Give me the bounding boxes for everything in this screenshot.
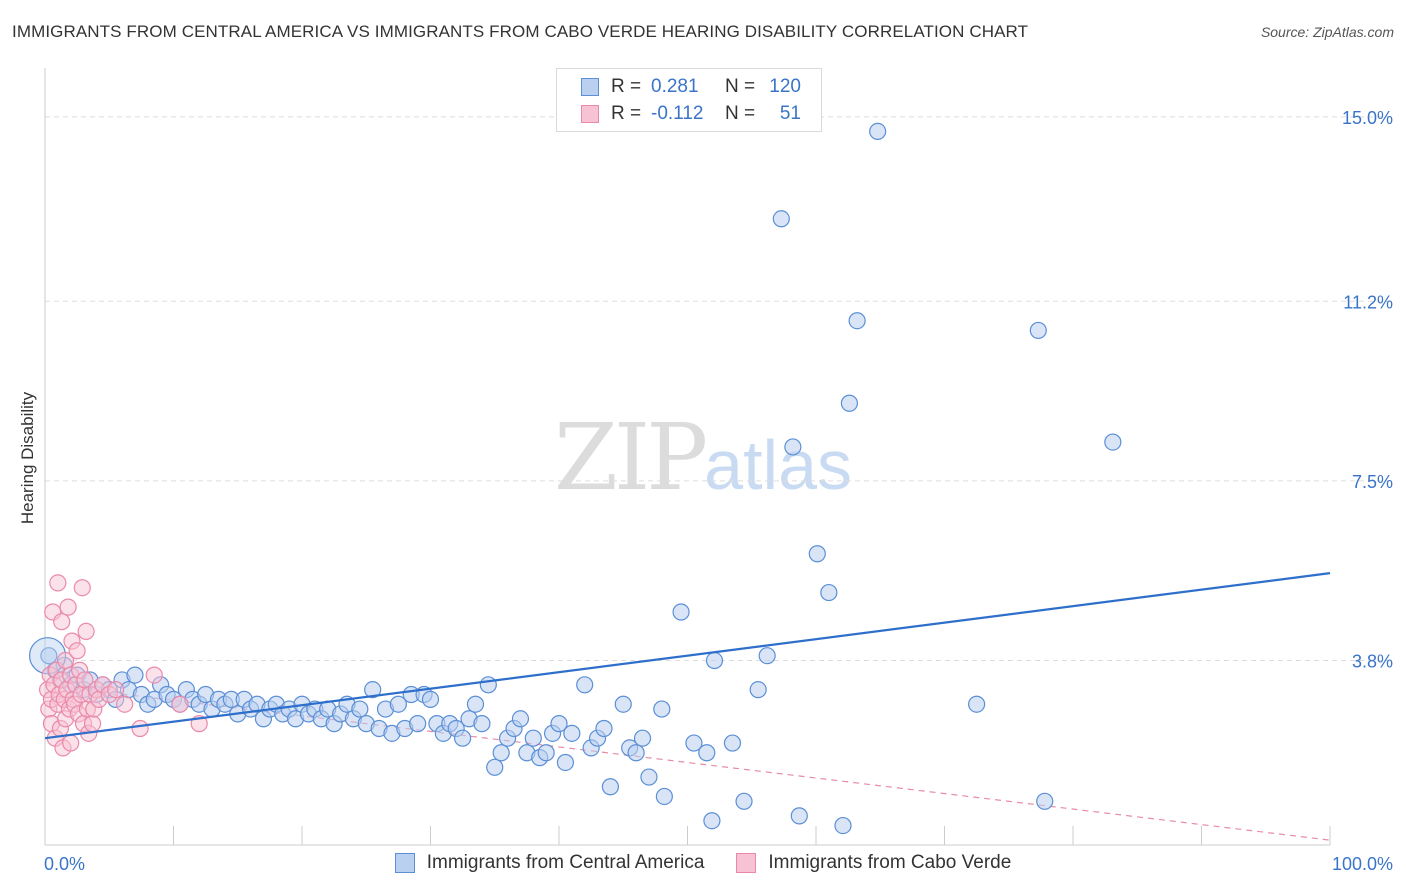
watermark: ZIPatlas (554, 404, 852, 511)
point-central-america (409, 715, 427, 733)
point-central-america (749, 681, 767, 699)
point-central-america (633, 729, 652, 747)
point-central-america (698, 744, 716, 762)
point-central-america (685, 734, 703, 752)
point-central-america (772, 210, 790, 228)
point-central-america (601, 778, 620, 796)
legend-n-label: N = (725, 103, 756, 124)
trend-line-cabo-verde (44, 684, 1331, 841)
point-cabo-verde (59, 598, 77, 616)
point-central-america (421, 690, 440, 708)
point-central-america (705, 651, 724, 670)
point-central-america (758, 647, 776, 665)
legend-row-cabo-verde: R = -0.112 N = 51 (581, 101, 801, 127)
legend-row-central-america: R = 0.281 N = 120 (581, 74, 801, 100)
legend-item-central-america[interactable]: Immigrants from Central America (394, 852, 705, 874)
point-central-america (1036, 792, 1054, 810)
point-central-america (869, 122, 887, 140)
watermark-zip: ZIP (554, 404, 708, 511)
point-central-america (968, 695, 986, 713)
legend-n-label: N = (725, 76, 756, 97)
point-cabo-verde (145, 666, 163, 684)
point-central-america (364, 681, 382, 699)
point-central-america (492, 744, 510, 762)
point-central-america (563, 724, 581, 742)
legend-swatch-pink (736, 853, 757, 873)
point-central-america (550, 715, 568, 733)
legend-r-value: -0.112 (651, 103, 704, 124)
point-central-america (627, 744, 645, 762)
point-central-america (524, 729, 542, 747)
point-cabo-verde (49, 574, 67, 592)
point-cabo-verde (68, 642, 86, 660)
point-central-america (790, 807, 808, 825)
series-legend: Immigrants from Central America Immigran… (0, 852, 1406, 874)
point-central-america (537, 744, 555, 762)
point-cabo-verde (73, 579, 91, 597)
legend-swatch-blue (581, 78, 599, 96)
point-central-america (473, 715, 491, 733)
point-central-america (723, 734, 742, 752)
point-central-america (653, 700, 671, 718)
point-cabo-verde (171, 695, 189, 713)
point-central-america (389, 695, 407, 713)
y-tick-label: 15.0% (1342, 108, 1393, 128)
chart-title: IMMIGRANTS FROM CENTRAL AMERICA VS IMMIG… (12, 22, 1029, 41)
point-central-america (1029, 321, 1047, 340)
point-central-america (595, 719, 613, 738)
y-axis-label: Hearing Disability (18, 391, 37, 525)
y-tick-label: 3.8% (1352, 652, 1393, 672)
watermark-atlas: atlas (704, 426, 853, 504)
point-central-america (735, 792, 753, 810)
source-label: Source: ZipAtlas.com (1260, 24, 1394, 40)
legend-label-central-america: Immigrants from Central America (426, 852, 705, 873)
legend-n-value: 120 (769, 76, 801, 97)
legend-n-value: 51 (779, 103, 801, 124)
point-central-america (640, 768, 658, 786)
point-central-america (834, 816, 852, 835)
point-central-america (454, 729, 472, 747)
point-cabo-verde (77, 622, 95, 641)
point-cabo-verde (53, 613, 71, 631)
point-cabo-verde (116, 695, 134, 713)
point-cabo-verde (107, 681, 125, 699)
point-central-america (784, 438, 802, 456)
legend-r-label: R = (611, 103, 642, 124)
point-central-america (848, 312, 866, 330)
y-tick-label: 7.5% (1352, 472, 1393, 492)
point-central-america (351, 700, 369, 718)
point-central-america (486, 758, 504, 776)
point-cabo-verde (131, 719, 149, 738)
trend-line-central-america (44, 572, 1331, 740)
legend-swatch-pink (581, 105, 599, 123)
point-central-america (655, 787, 673, 806)
point-central-america (479, 676, 497, 694)
x-tick-label: 100.0% (1332, 854, 1393, 874)
legend-r-value: 0.281 (651, 76, 699, 97)
legend-r-label: R = (611, 76, 642, 97)
point-cabo-verde (83, 715, 102, 733)
point-central-america (614, 695, 632, 713)
point-central-america (511, 710, 530, 728)
point-central-america (672, 603, 690, 621)
point-cabo-verde (62, 734, 80, 752)
legend-label-cabo-verde: Immigrants from Cabo Verde (768, 852, 1012, 873)
point-central-america (840, 394, 859, 412)
point-central-america (126, 666, 144, 684)
point-central-america (556, 753, 575, 772)
point-central-america (808, 545, 826, 563)
legend-item-cabo-verde[interactable]: Immigrants from Cabo Verde (736, 852, 1011, 874)
point-central-america (576, 676, 594, 694)
point-central-america (466, 695, 485, 713)
correlation-legend: R = 0.281 N = 120 R = -0.112 N = 51 (556, 68, 822, 132)
point-central-america (703, 812, 721, 830)
point-central-america (820, 583, 838, 602)
point-central-america (1104, 433, 1122, 451)
point-central-america (40, 647, 58, 665)
x-tick-label: 0.0% (44, 854, 85, 874)
y-tick-label: 11.2% (1343, 292, 1393, 312)
legend-swatch-blue (394, 853, 415, 873)
